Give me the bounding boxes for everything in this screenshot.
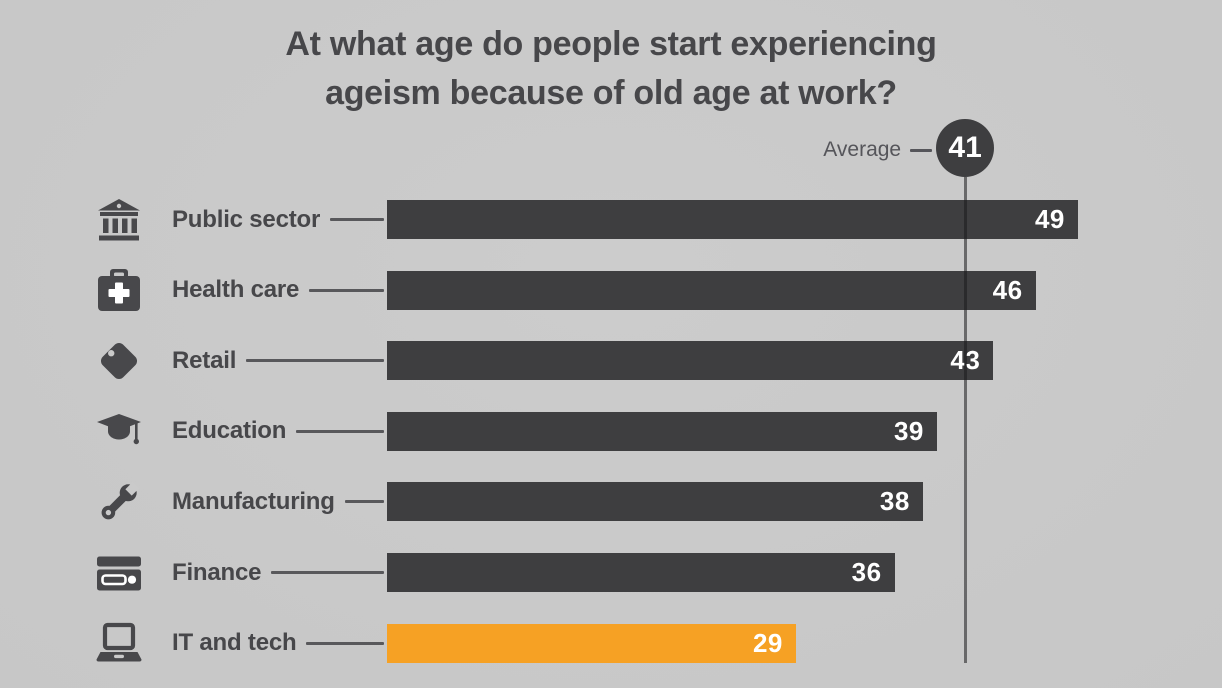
chart-title-line-2: ageism because of old age at work? <box>325 74 897 112</box>
bar-value: 49 <box>1034 204 1065 234</box>
category-label: Finance <box>172 558 262 586</box>
bar-it-and-tech: 29 <box>387 623 796 663</box>
chart-row-finance: Finance 36 <box>0 553 1222 592</box>
average-vertical-line <box>963 177 967 663</box>
connector-line <box>344 500 384 504</box>
medical-bag-icon <box>93 265 145 317</box>
category-label: IT and tech <box>172 629 297 657</box>
category-label: Education <box>172 417 287 445</box>
bar-retail: 43 <box>387 341 994 381</box>
laptop-icon <box>93 618 145 670</box>
chart-row-manufacturing: Manufacturing 38 <box>0 482 1222 522</box>
average-label: Average <box>823 138 902 161</box>
bar-value: 39 <box>893 415 924 446</box>
connector-line <box>296 429 384 433</box>
bar-value: 38 <box>879 486 910 517</box>
chart-row-public-sector: Public sector 49 <box>0 199 1222 241</box>
chart-row-education: Education 39 <box>0 411 1222 451</box>
bar-value: 43 <box>950 345 993 376</box>
price-tag-icon <box>93 335 145 387</box>
category-label: Public sector <box>172 205 321 233</box>
bank-icon <box>93 194 145 246</box>
average-value: 41 <box>948 131 982 164</box>
bar-education: 39 <box>387 411 937 451</box>
chart-row-retail: Retail 43 <box>0 341 1222 381</box>
average-dash-line <box>910 148 933 152</box>
graduation-cap-icon <box>93 406 145 458</box>
bar-value: 36 <box>851 557 882 587</box>
connector-line <box>271 571 384 574</box>
connector-line <box>309 288 384 292</box>
category-label: Health care <box>172 276 300 304</box>
category-label: Retail <box>172 346 237 374</box>
wrench-icon <box>93 476 145 528</box>
bar-finance: 36 <box>387 553 895 592</box>
chart-row-health-care: Health care 46 <box>0 268 1222 311</box>
connector-line <box>330 218 384 221</box>
bar-value: 46 <box>992 274 1023 305</box>
chart-row-it-and-tech: IT and tech 29 <box>0 622 1222 663</box>
credit-card-icon <box>93 547 145 599</box>
chart-title: At what age do people start experiencing… <box>0 20 1222 118</box>
connector-line <box>306 641 384 645</box>
category-label: Manufacturing <box>172 487 335 515</box>
average-marker-circle: 41 <box>936 119 995 177</box>
average-annotation: Average <box>823 136 933 164</box>
chart-title-line-1: At what age do people start experiencing <box>285 25 937 63</box>
bar-manufacturing: 38 <box>387 482 923 522</box>
bar-health-care: 46 <box>387 270 1036 310</box>
connector-line <box>246 359 384 363</box>
bar-public-sector: 49 <box>387 200 1078 239</box>
bar-value: 29 <box>752 627 783 658</box>
